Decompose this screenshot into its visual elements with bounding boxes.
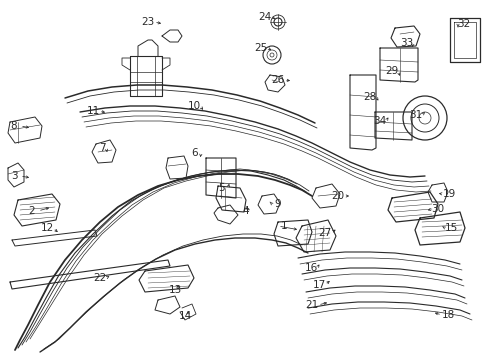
Text: 17: 17	[312, 280, 325, 290]
Text: 6: 6	[191, 148, 198, 158]
Text: 11: 11	[86, 106, 100, 116]
Text: 9: 9	[274, 199, 281, 209]
Text: 23: 23	[141, 17, 154, 27]
Text: 13: 13	[168, 285, 181, 295]
Text: 30: 30	[430, 204, 444, 214]
Text: 22: 22	[93, 273, 106, 283]
Text: 1: 1	[280, 221, 287, 231]
Text: 2: 2	[29, 206, 35, 216]
Text: 27: 27	[318, 228, 331, 238]
Text: 5: 5	[218, 183, 225, 193]
Text: 33: 33	[400, 38, 413, 48]
Text: 26: 26	[271, 75, 284, 85]
Text: 12: 12	[41, 223, 54, 233]
Text: 16: 16	[304, 263, 317, 273]
Text: 29: 29	[385, 66, 398, 76]
Text: 21: 21	[305, 300, 318, 310]
Text: 24: 24	[258, 12, 271, 22]
Text: 3: 3	[11, 171, 17, 181]
Text: 14: 14	[178, 311, 191, 321]
Text: 20: 20	[331, 191, 344, 201]
Text: 32: 32	[456, 19, 469, 29]
Text: 34: 34	[373, 116, 386, 126]
Text: 31: 31	[408, 110, 422, 120]
Text: 10: 10	[187, 101, 200, 111]
Text: 25: 25	[254, 43, 267, 53]
Text: 7: 7	[99, 143, 105, 153]
Text: 8: 8	[11, 121, 17, 131]
Text: 18: 18	[441, 310, 454, 320]
Text: 4: 4	[242, 206, 249, 216]
Text: 19: 19	[442, 189, 455, 199]
Text: 28: 28	[363, 92, 376, 102]
Text: 15: 15	[444, 223, 457, 233]
